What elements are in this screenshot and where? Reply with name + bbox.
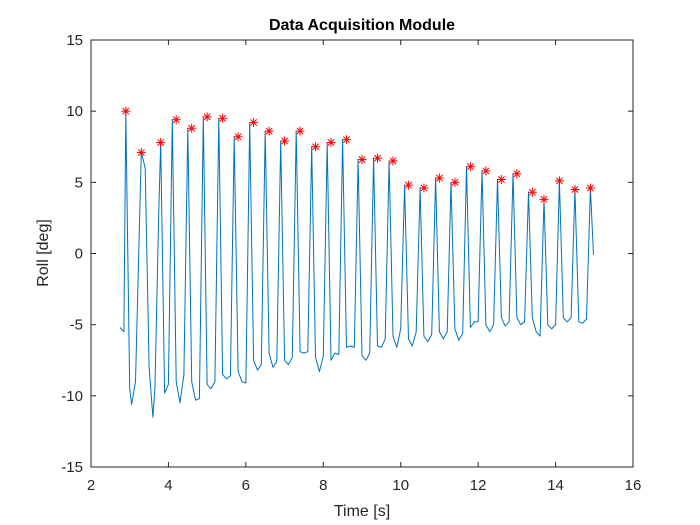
x-tick-label: 16 (625, 477, 642, 494)
peak-marker (218, 113, 228, 123)
x-tick-label: 4 (164, 477, 172, 494)
y-tick-label: 0 (75, 246, 83, 263)
x-tick-label: 12 (470, 477, 487, 494)
x-tick-label: 10 (392, 477, 409, 494)
x-axis-label: Time [s] (334, 503, 390, 520)
peak-marker (171, 115, 181, 125)
y-tick-label: -15 (61, 459, 83, 476)
y-tick-label: 5 (75, 174, 83, 191)
peak-marker (121, 106, 131, 116)
peak-marker (434, 173, 444, 183)
peak-marker (419, 183, 429, 193)
peak-marker (554, 176, 564, 186)
peak-marker (136, 147, 146, 157)
peak-marker (311, 142, 321, 152)
peak-marker (496, 174, 506, 184)
peak-marker (342, 135, 352, 145)
peak-marker (357, 155, 367, 165)
x-tick-label: 6 (242, 477, 250, 494)
peak-marker (249, 118, 259, 128)
peak-marker (527, 187, 537, 197)
peak-marker (295, 126, 305, 136)
peak-marker (280, 136, 290, 146)
peak-marker (156, 137, 166, 147)
peak-marker (465, 162, 475, 172)
x-tick-label: 14 (547, 477, 564, 494)
peak-marker (202, 112, 212, 122)
peak-marker (450, 177, 460, 187)
peak-markers (121, 106, 595, 204)
peak-marker (585, 183, 595, 193)
y-tick-label: -10 (61, 388, 83, 405)
peak-marker (264, 126, 274, 136)
peak-marker (233, 132, 243, 142)
peak-marker (403, 180, 413, 190)
plot-area (90, 39, 634, 468)
peak-marker (388, 156, 398, 166)
y-axis-label: Roll [deg] (35, 219, 52, 287)
y-tick-label: -5 (70, 317, 83, 334)
series-group (119, 110, 594, 418)
peak-marker (372, 153, 382, 163)
peak-marker (570, 184, 580, 194)
axis-ticks: 2 4 6 8 10 12 14 16 -15 -10 -5 0 5 10 15 (61, 32, 641, 494)
y-tick-label: 15 (66, 32, 83, 49)
y-tick-label: 10 (66, 103, 83, 120)
peak-marker (187, 123, 197, 133)
peak-marker (539, 194, 549, 204)
x-tick-label: 8 (319, 477, 327, 494)
peak-marker (481, 166, 491, 176)
series-line (119, 110, 594, 418)
peak-marker (326, 137, 336, 147)
peak-marker (512, 169, 522, 179)
x-tick-label: 2 (87, 477, 95, 494)
chart-title: Data Acquisition Module (269, 17, 455, 34)
